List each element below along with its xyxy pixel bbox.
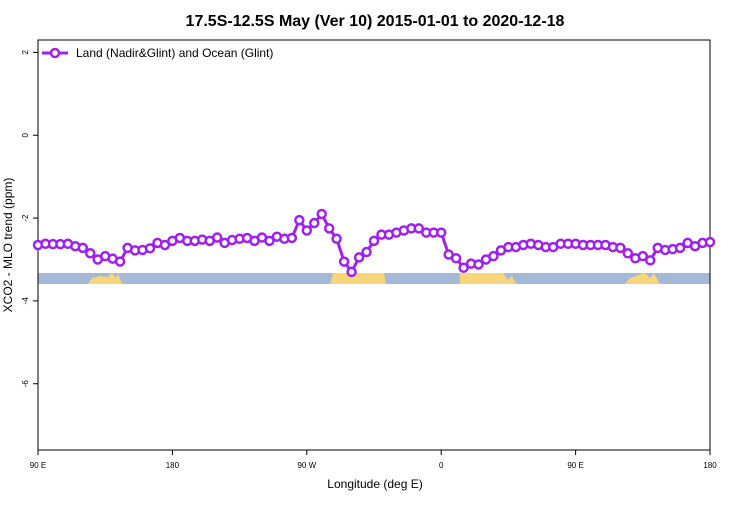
data-point xyxy=(309,217,320,229)
x-tick-label: 90 E xyxy=(30,461,46,470)
data-point xyxy=(294,214,305,226)
data-point xyxy=(488,250,499,262)
data-point xyxy=(159,239,171,251)
x-tick-label: 90 E xyxy=(567,461,583,470)
data-point xyxy=(85,248,96,259)
data-point xyxy=(674,242,686,254)
data-point xyxy=(338,256,350,267)
data-point xyxy=(301,225,313,236)
x-tick-label: 180 xyxy=(166,461,180,470)
data-point xyxy=(114,256,126,267)
x-axis-label: Longitude (deg E) xyxy=(327,477,422,491)
chart-title: 17.5S-12.5S May (Ver 10) 2015-01-01 to 2… xyxy=(186,13,565,30)
data-point xyxy=(645,255,656,266)
data-point xyxy=(473,259,484,270)
data-point xyxy=(615,242,626,254)
data-point xyxy=(323,223,335,234)
y-tick-label: 2 xyxy=(21,50,30,55)
data-point xyxy=(211,232,223,243)
data-point xyxy=(458,262,469,274)
legend-marker xyxy=(49,47,61,59)
data-point xyxy=(435,227,447,238)
data-point xyxy=(316,208,327,220)
y-axis-label: XCO2 - MLO trend (ppm) xyxy=(1,178,15,313)
data-point xyxy=(413,223,425,234)
data-point xyxy=(361,246,372,258)
y-tick-label: 0 xyxy=(21,132,30,137)
x-tick-label: 180 xyxy=(703,461,717,470)
land-ocean-mask xyxy=(38,273,710,284)
data-point xyxy=(286,232,298,244)
y-tick-label: -4 xyxy=(21,297,30,305)
legend: Land (Nadir&Glint) and Ocean (Glint) xyxy=(42,46,273,60)
data-point xyxy=(346,266,357,278)
data-point xyxy=(264,235,275,247)
x-tick-label: 90 W xyxy=(297,461,316,470)
data-point xyxy=(144,243,156,254)
data-point xyxy=(622,248,634,259)
x-tick-label: 0 xyxy=(439,461,444,470)
data-point xyxy=(450,253,462,264)
data-point xyxy=(704,236,716,248)
y-tick-label: -6 xyxy=(21,380,30,388)
data-point xyxy=(353,252,365,263)
legend-label: Land (Nadir&Glint) and Ocean (Glint) xyxy=(76,46,273,60)
data-point xyxy=(77,242,89,254)
data-point xyxy=(368,235,380,247)
y-tick-label: -2 xyxy=(21,214,30,222)
data-point xyxy=(331,233,342,245)
data-point xyxy=(637,250,649,262)
